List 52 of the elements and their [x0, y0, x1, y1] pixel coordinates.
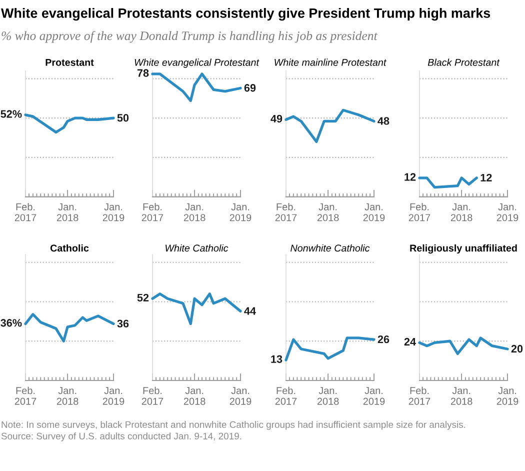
data-label: 78	[137, 69, 149, 77]
x-tick-label: Feb. 2017	[408, 386, 430, 405]
data-label: 20	[511, 344, 523, 353]
x-tick-label: Feb. 2017	[142, 386, 164, 405]
text: Note: In some surveys, black Protestant and nonwhite Catholic groups had insufficient sample size for analysis.	[2, 421, 466, 430]
x-tick-label: Feb. 2017	[14, 203, 36, 222]
data-label: 48	[378, 117, 390, 125]
chart-title: White Catholic	[166, 244, 228, 252]
data-label: 44	[244, 307, 256, 315]
data-label: 36%	[0, 319, 22, 327]
x-tick-label: Jan. 2019	[363, 387, 385, 405]
data-label: 12	[480, 174, 492, 182]
x-tick-label: Jan. 2019	[102, 387, 124, 405]
x-tick-label: Jan. 2019	[230, 387, 252, 405]
data-label: 69	[244, 84, 256, 92]
x-tick-label: Jan. 2018	[450, 387, 472, 405]
x-tick-label: Jan. 2018	[317, 387, 339, 405]
data-label: 50	[117, 114, 129, 122]
chart-title: Religiously unaffiliated	[410, 244, 517, 254]
x-tick-label: Feb. 2017	[408, 203, 430, 222]
x-tick-label: Feb. 2017	[14, 386, 36, 405]
x-tick-label: Jan. 2019	[230, 203, 252, 222]
x-tick-label: Jan. 2019	[496, 203, 518, 222]
text: White evangelical Protestants consistently give President Trump high marks	[1, 8, 490, 21]
x-tick-label: Jan. 2019	[363, 203, 385, 222]
data-label: 49	[270, 114, 282, 123]
data-label: 12	[404, 173, 416, 181]
x-tick-label: Feb. 2017	[142, 203, 164, 222]
chart-title: Black Protestant	[428, 58, 500, 66]
x-tick-label: Jan. 2018	[317, 203, 339, 222]
x-tick-label: Feb. 2017	[275, 386, 297, 405]
x-tick-label: Jan. 2019	[102, 203, 124, 222]
data-label: 52	[137, 294, 149, 302]
text: % who approve of the way Donald Trump is handling his job as president	[2, 31, 378, 43]
chart-title: White evangelical Protestant	[134, 58, 260, 68]
chart-title: Protestant	[46, 59, 94, 66]
x-tick-label: Jan. 2018	[56, 387, 78, 405]
data-label: 13	[271, 355, 282, 363]
x-tick-label: Jan. 2018	[184, 387, 206, 405]
data-label: 36	[117, 320, 129, 328]
x-tick-label: Feb. 2017	[275, 203, 297, 222]
x-tick-label: Jan. 2018	[184, 203, 206, 222]
data-label: 52%	[0, 110, 22, 118]
chart-title: White mainline Protestant	[274, 58, 387, 66]
data-label: 26	[378, 335, 390, 344]
x-tick-label: Jan. 2018	[450, 203, 472, 222]
chart-title: Nonwhite Catholic	[290, 244, 370, 252]
data-label: 24	[404, 338, 416, 346]
chart-title: Catholic	[50, 244, 89, 252]
source-note: Source: Survey of U.S. adults conducted Jan. 9-14, 2019.	[1, 432, 242, 442]
x-tick-label: Jan. 2018	[56, 203, 78, 222]
x-tick-label: Jan. 2019	[496, 387, 518, 405]
